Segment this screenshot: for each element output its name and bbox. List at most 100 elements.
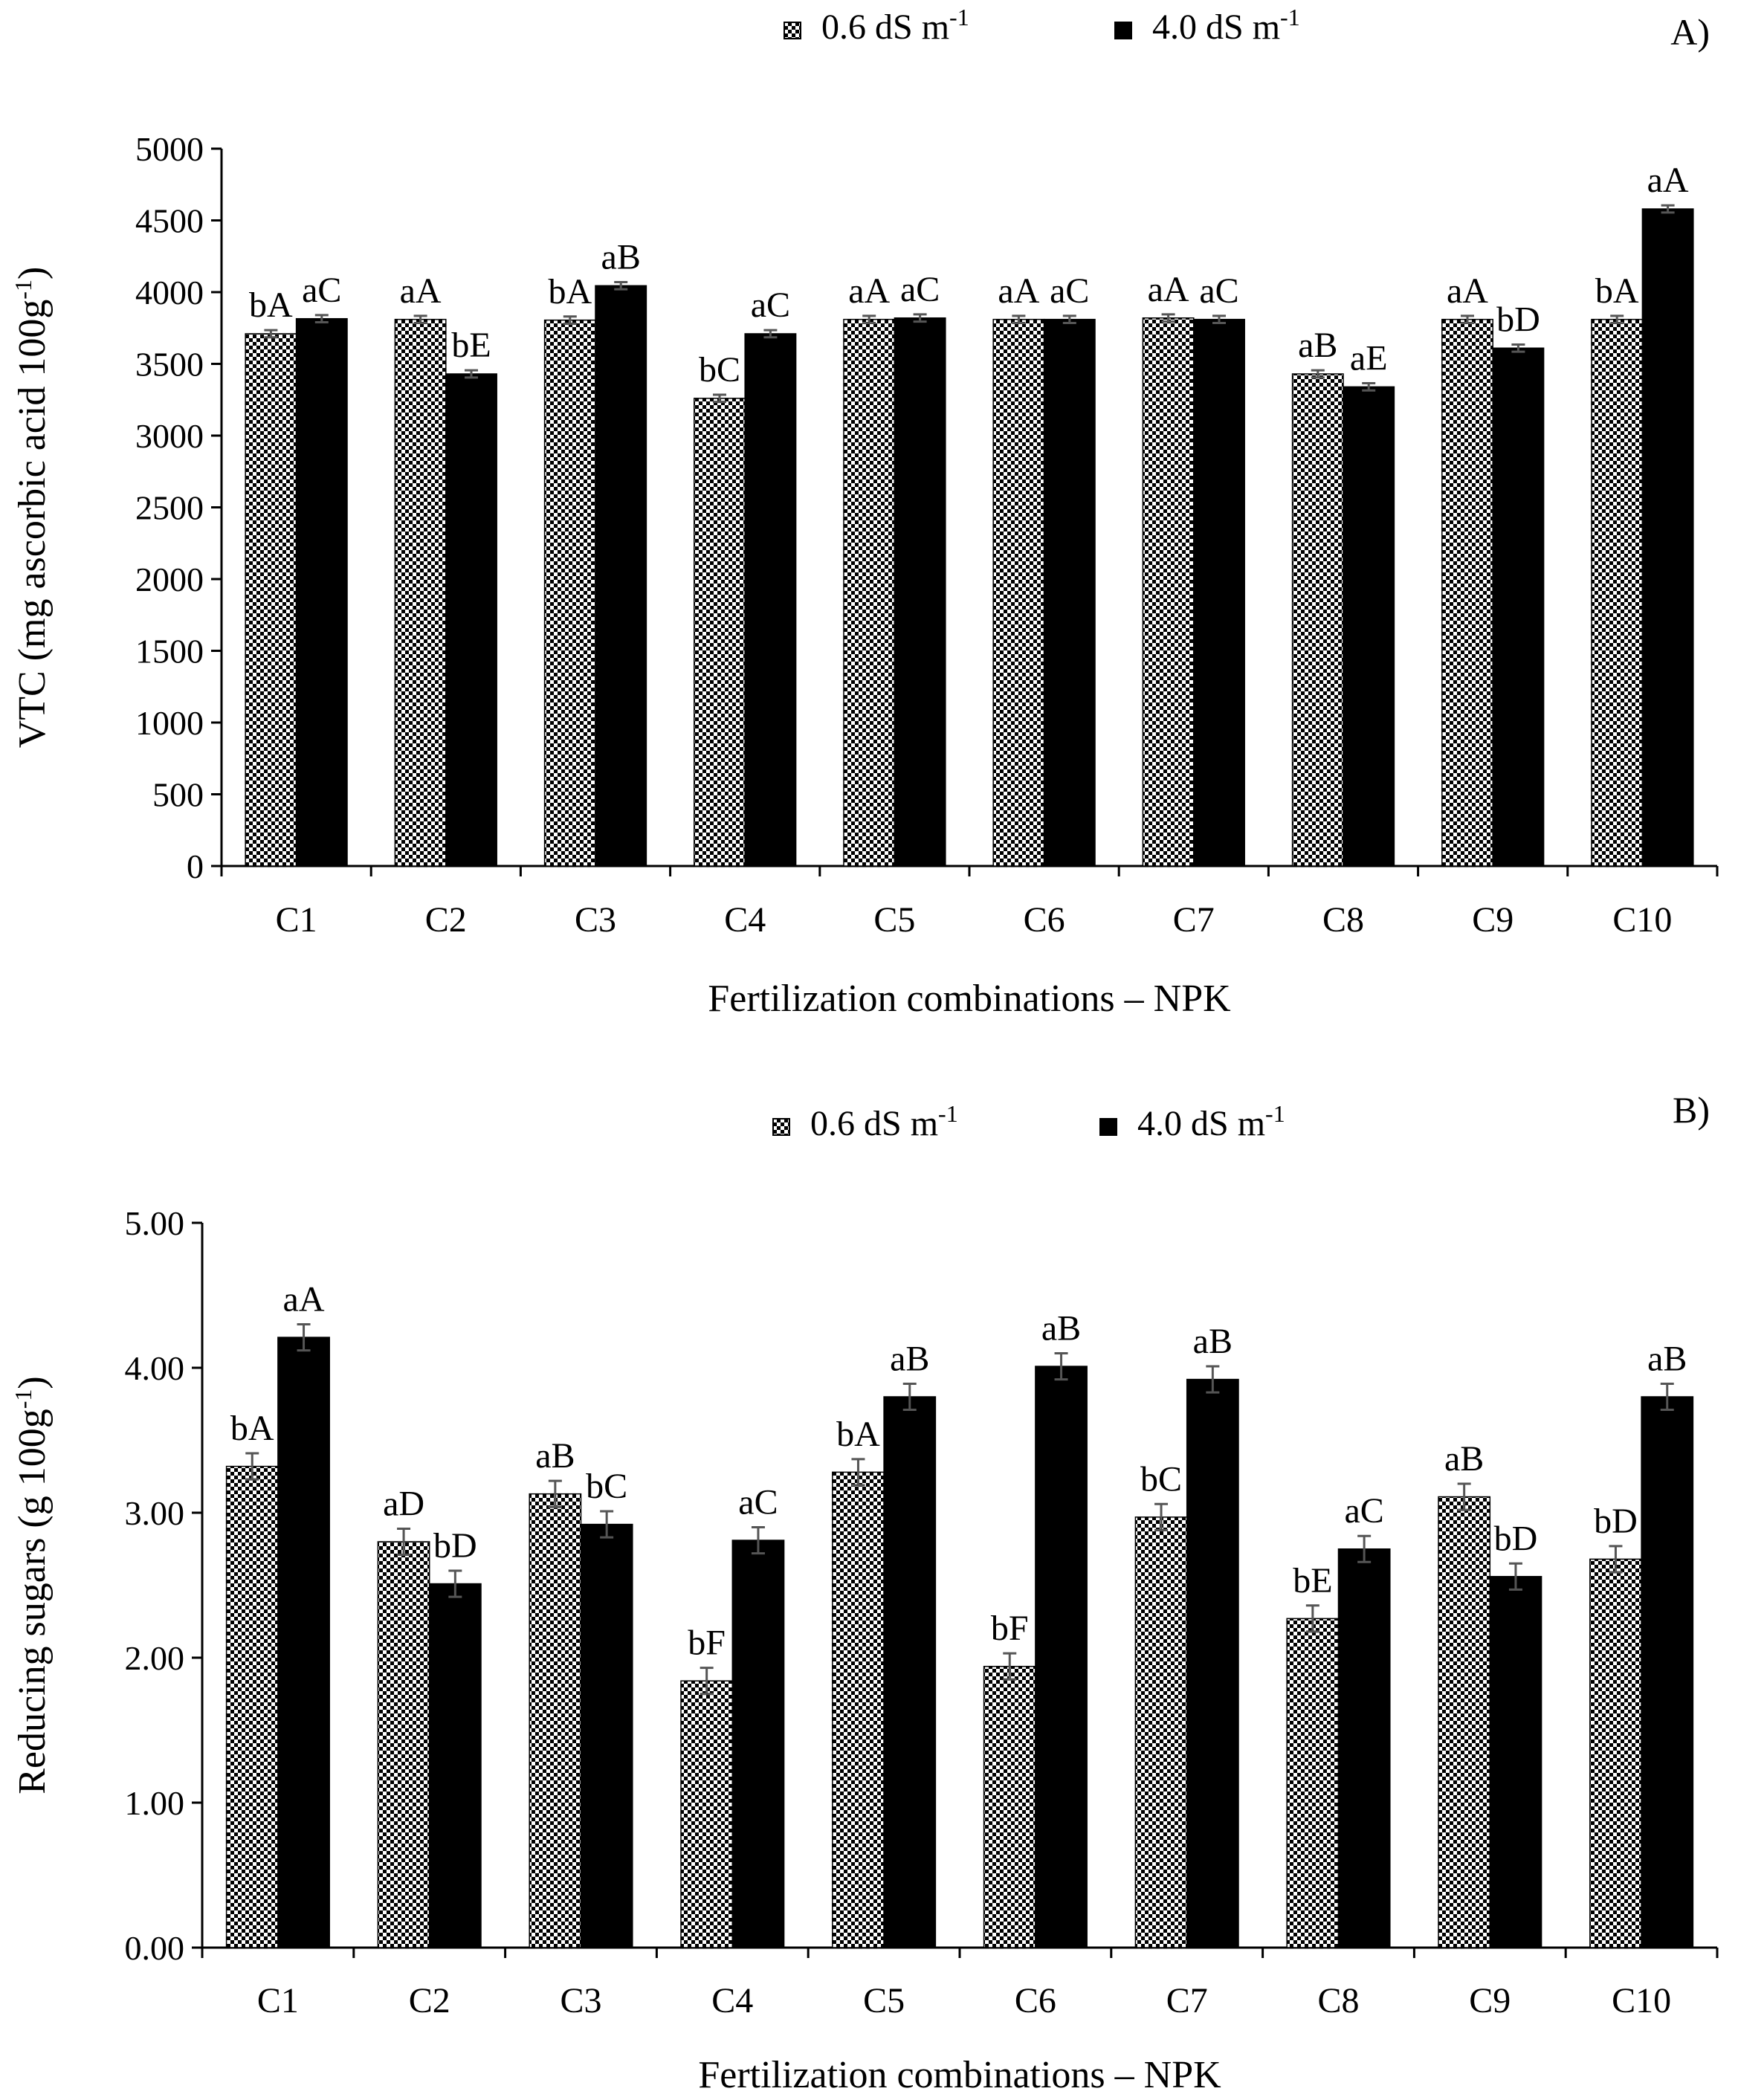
bar-low-salinity-c2: [394, 318, 447, 867]
y-axis-title-close: ): [11, 1376, 54, 1389]
error-bar: [1660, 1382, 1674, 1412]
significance-label: bA: [230, 1409, 274, 1448]
x-tick-label: C8: [1317, 1981, 1359, 2020]
error-bar: [1212, 314, 1227, 324]
bar-low-salinity-c4: [694, 398, 746, 867]
bar-low-salinity-c1: [245, 333, 297, 867]
bar-low-salinity-c2: [377, 1541, 430, 1948]
error-bar: [314, 314, 329, 324]
bar-high-salinity-c3: [595, 285, 647, 867]
significance-label: aC: [302, 271, 341, 310]
significance-label: bC: [699, 350, 740, 390]
y-tick-label: 3000: [135, 417, 204, 455]
significance-label: aA: [1447, 271, 1488, 311]
bar-high-salinity-c8: [1343, 386, 1395, 867]
x-tick-label: C2: [425, 900, 467, 940]
significance-label: aB: [1444, 1439, 1484, 1479]
error-bar: [751, 1526, 765, 1555]
bar-high-salinity-c6: [1043, 318, 1096, 867]
significance-label: bF: [688, 1624, 726, 1663]
legend-swatch-checkered: [772, 1118, 790, 1136]
significance-label: bD: [1594, 1502, 1638, 1541]
bar-low-salinity-c5: [843, 318, 896, 867]
significance-label: aB: [1193, 1322, 1233, 1361]
bar-low-salinity-c9: [1438, 1496, 1491, 1948]
y-axis-title-sup: -1: [10, 280, 36, 300]
legend-label-text: 0.6 dS m: [821, 7, 949, 47]
y-tick-label: 4000: [135, 274, 204, 311]
x-tick-label: C4: [724, 900, 766, 940]
error-bar: [413, 314, 427, 324]
bar-high-salinity-c1: [277, 1337, 330, 1948]
error-bar: [245, 1452, 259, 1481]
legend-label-text: 0.6 dS m: [810, 1104, 938, 1143]
error-bar: [913, 313, 927, 323]
x-axis-title: Fertilization combinations – NPK: [708, 978, 1231, 1020]
significance-label: aA: [848, 271, 890, 311]
bar-high-salinity-c7: [1186, 1378, 1239, 1948]
error-bar: [1206, 1365, 1220, 1394]
significance-label: bA: [548, 272, 592, 311]
error-bar: [297, 1323, 311, 1352]
bar-high-salinity-c9: [1489, 1576, 1542, 1948]
significance-label: bD: [433, 1526, 477, 1566]
x-tick-label: C3: [575, 900, 616, 940]
error-bar: [1161, 313, 1175, 323]
error-bar: [600, 1510, 614, 1539]
significance-label: aB: [535, 1436, 575, 1476]
x-tick-label: C9: [1469, 1981, 1511, 2020]
legend-label-sup: -1: [1265, 1100, 1285, 1127]
error-bar: [1610, 314, 1624, 324]
bar-low-salinity-c7: [1134, 1516, 1188, 1948]
legend-label-sup: -1: [938, 1100, 958, 1127]
legend-label: 4.0 dS m-1: [1137, 1100, 1285, 1143]
significance-label: aA: [400, 271, 442, 311]
significance-label: aA: [1148, 270, 1189, 309]
legend-swatch-solid: [1114, 22, 1132, 39]
bar-high-salinity-c10: [1641, 208, 1694, 867]
y-tick-label: 2500: [135, 489, 204, 527]
bar-low-salinity-c6: [983, 1665, 1036, 1948]
y-tick-label: 2000: [135, 560, 204, 598]
x-tick-label: C4: [711, 1981, 753, 2020]
error-bar: [1460, 314, 1474, 324]
significance-label: aB: [1647, 1339, 1687, 1378]
y-axis-title-sup: -1: [10, 1389, 36, 1409]
significance-label: bF: [991, 1609, 1029, 1648]
error-bar: [1357, 1534, 1372, 1563]
bar-low-salinity-c8: [1291, 373, 1344, 867]
bar-low-salinity-c10: [1589, 1558, 1642, 1948]
significance-label: bE: [451, 326, 491, 365]
error-bar: [563, 315, 577, 325]
x-tick-label: C2: [409, 1981, 450, 2020]
significance-label: aC: [1050, 271, 1089, 311]
error-bar: [1012, 314, 1026, 324]
bar-low-salinity-c9: [1441, 318, 1493, 867]
error-bar: [1054, 1352, 1068, 1381]
bar-low-salinity-c4: [680, 1680, 734, 1948]
legend-swatch-checkered: [784, 22, 801, 39]
error-bar: [1305, 1604, 1319, 1633]
x-tick-label: C5: [863, 1981, 905, 2020]
error-bar: [1311, 369, 1325, 379]
significance-label: bA: [1595, 271, 1639, 311]
error-bar: [1457, 1482, 1471, 1511]
x-tick-label: C1: [257, 1981, 299, 2020]
bar-low-salinity-c8: [1286, 1618, 1340, 1948]
significance-label: bE: [1293, 1561, 1332, 1600]
y-tick-label: 4.00: [125, 1349, 185, 1387]
error-bar: [1003, 1652, 1017, 1681]
bar-high-salinity-c6: [1035, 1366, 1088, 1948]
y-tick-label: 5.00: [125, 1204, 185, 1242]
significance-label: bA: [836, 1415, 880, 1454]
bar-high-salinity-c2: [445, 373, 497, 867]
y-tick-label: 3.00: [125, 1494, 185, 1532]
legend-label: 0.6 dS m-1: [810, 1100, 958, 1143]
panel-label: B): [1673, 1089, 1710, 1131]
y-tick-label: 2.00: [125, 1639, 185, 1677]
legend-label-text: 4.0 dS m: [1137, 1104, 1265, 1143]
significance-label: bD: [1496, 300, 1540, 339]
x-tick-label: C9: [1472, 900, 1514, 940]
bar-high-salinity-c8: [1337, 1548, 1391, 1948]
significance-label: aC: [1199, 271, 1238, 311]
